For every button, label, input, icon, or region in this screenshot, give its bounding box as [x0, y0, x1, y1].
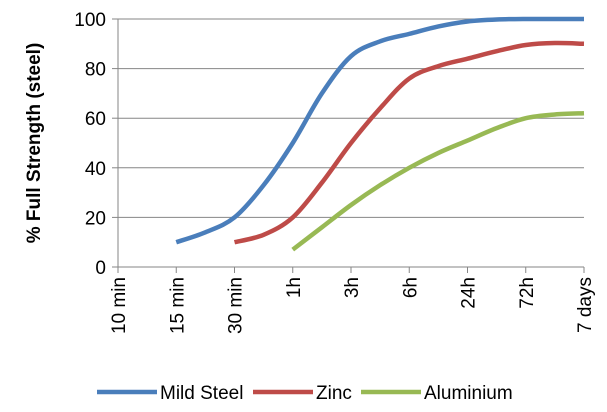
legend-label-mild-steel: Mild Steel	[160, 383, 243, 404]
series-line-zinc	[233, 40, 585, 245]
x-tick-label: 7 days	[575, 277, 596, 333]
y-tick-label: 60	[85, 109, 106, 130]
series-line-mild-steel	[175, 16, 585, 245]
x-tick-label: 24h	[459, 277, 480, 309]
x-tick-label: 72h	[517, 277, 538, 309]
y-tick-label: 100	[74, 10, 106, 31]
y-tick-label: 0	[95, 258, 106, 279]
series-line-aluminium	[291, 110, 585, 252]
x-tick-label: 15 min	[167, 277, 188, 334]
y-tick-label: 80	[85, 60, 106, 81]
x-tick-label: 30 min	[226, 277, 247, 334]
y-axis-title: % Full Strength (steel)	[24, 43, 45, 244]
x-tick-label: 3h	[342, 277, 363, 298]
x-tick-label: 10 min	[109, 277, 130, 334]
legend-label-aluminium: Aluminium	[424, 383, 513, 404]
y-tick-label: 40	[85, 159, 106, 180]
x-tick-label: 1h	[284, 277, 305, 298]
x-tick-label: 6h	[400, 277, 421, 298]
legend-label-zinc: Zinc	[316, 383, 352, 404]
y-tick-label: 20	[85, 208, 106, 229]
